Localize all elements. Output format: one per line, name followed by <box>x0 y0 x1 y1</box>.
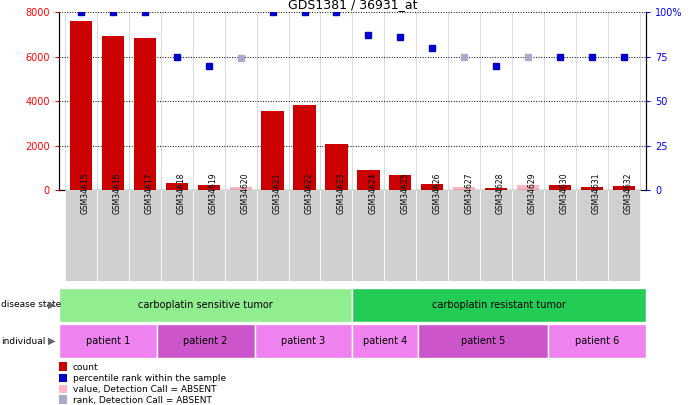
Bar <box>416 190 448 281</box>
Text: count: count <box>73 363 98 372</box>
Text: ▶: ▶ <box>48 300 55 310</box>
Bar <box>512 190 544 281</box>
Bar <box>65 190 97 281</box>
Bar <box>193 190 225 281</box>
Bar <box>97 190 129 281</box>
Bar <box>612 186 635 190</box>
Text: GSM34615: GSM34615 <box>81 173 90 214</box>
Bar <box>448 190 480 281</box>
Text: GSM34626: GSM34626 <box>432 173 442 214</box>
Text: GSM34624: GSM34624 <box>368 173 377 214</box>
Bar <box>517 185 539 190</box>
Text: GSM34620: GSM34620 <box>240 173 249 214</box>
Text: rank, Detection Call = ABSENT: rank, Detection Call = ABSENT <box>73 396 211 405</box>
Bar <box>261 111 284 190</box>
Bar <box>417 324 548 358</box>
Text: patient 3: patient 3 <box>281 336 325 346</box>
Text: GSM34627: GSM34627 <box>464 173 473 214</box>
Bar <box>580 187 603 190</box>
Text: GSM34618: GSM34618 <box>177 173 186 214</box>
Bar <box>198 185 220 190</box>
Bar <box>229 187 252 190</box>
Text: GSM34631: GSM34631 <box>591 173 600 214</box>
Text: GSM34621: GSM34621 <box>273 173 282 214</box>
Text: GSM34623: GSM34623 <box>337 173 346 214</box>
Bar <box>256 190 289 281</box>
Bar <box>134 38 156 190</box>
Bar <box>102 36 124 190</box>
Bar <box>166 183 188 190</box>
Bar <box>352 324 417 358</box>
Bar <box>59 288 352 322</box>
Bar <box>321 190 352 281</box>
Title: GDS1381 / 36931_at: GDS1381 / 36931_at <box>287 0 417 11</box>
Text: GSM34632: GSM34632 <box>624 173 633 214</box>
Bar <box>485 188 507 190</box>
Text: ▶: ▶ <box>48 336 55 346</box>
Text: GSM34625: GSM34625 <box>400 173 409 214</box>
Bar <box>352 190 384 281</box>
Text: patient 2: patient 2 <box>183 336 228 346</box>
Bar <box>389 175 411 190</box>
Text: GSM34616: GSM34616 <box>113 173 122 214</box>
Text: patient 6: patient 6 <box>575 336 619 346</box>
Bar <box>421 184 444 190</box>
Bar <box>384 190 416 281</box>
Bar <box>289 190 321 281</box>
Text: patient 4: patient 4 <box>363 336 407 346</box>
Bar <box>480 190 512 281</box>
Bar <box>70 21 93 190</box>
Text: percentile rank within the sample: percentile rank within the sample <box>73 374 226 383</box>
Text: GSM34630: GSM34630 <box>560 172 569 214</box>
Bar <box>548 324 646 358</box>
Text: patient 5: patient 5 <box>461 336 505 346</box>
Bar <box>225 190 256 281</box>
Bar <box>129 190 161 281</box>
Text: individual: individual <box>1 337 46 346</box>
Bar <box>453 187 475 190</box>
Text: carboplatin resistant tumor: carboplatin resistant tumor <box>433 300 566 310</box>
Bar <box>157 324 254 358</box>
Text: GSM34629: GSM34629 <box>528 173 537 214</box>
Bar <box>549 185 571 190</box>
Bar <box>576 190 608 281</box>
Bar <box>294 104 316 190</box>
Text: disease state: disease state <box>1 300 61 309</box>
Text: GSM34617: GSM34617 <box>145 173 154 214</box>
Text: value, Detection Call = ABSENT: value, Detection Call = ABSENT <box>73 385 216 394</box>
Text: GSM34622: GSM34622 <box>305 173 314 214</box>
Bar <box>544 190 576 281</box>
Bar <box>161 190 193 281</box>
Text: GSM34628: GSM34628 <box>496 173 505 214</box>
Text: carboplatin sensitive tumor: carboplatin sensitive tumor <box>138 300 273 310</box>
Bar <box>254 324 352 358</box>
Text: GSM34619: GSM34619 <box>209 173 218 214</box>
Bar <box>608 190 640 281</box>
Bar <box>357 170 379 190</box>
Bar <box>325 144 348 190</box>
Bar <box>352 288 646 322</box>
Bar <box>59 324 157 358</box>
Text: patient 1: patient 1 <box>86 336 130 346</box>
